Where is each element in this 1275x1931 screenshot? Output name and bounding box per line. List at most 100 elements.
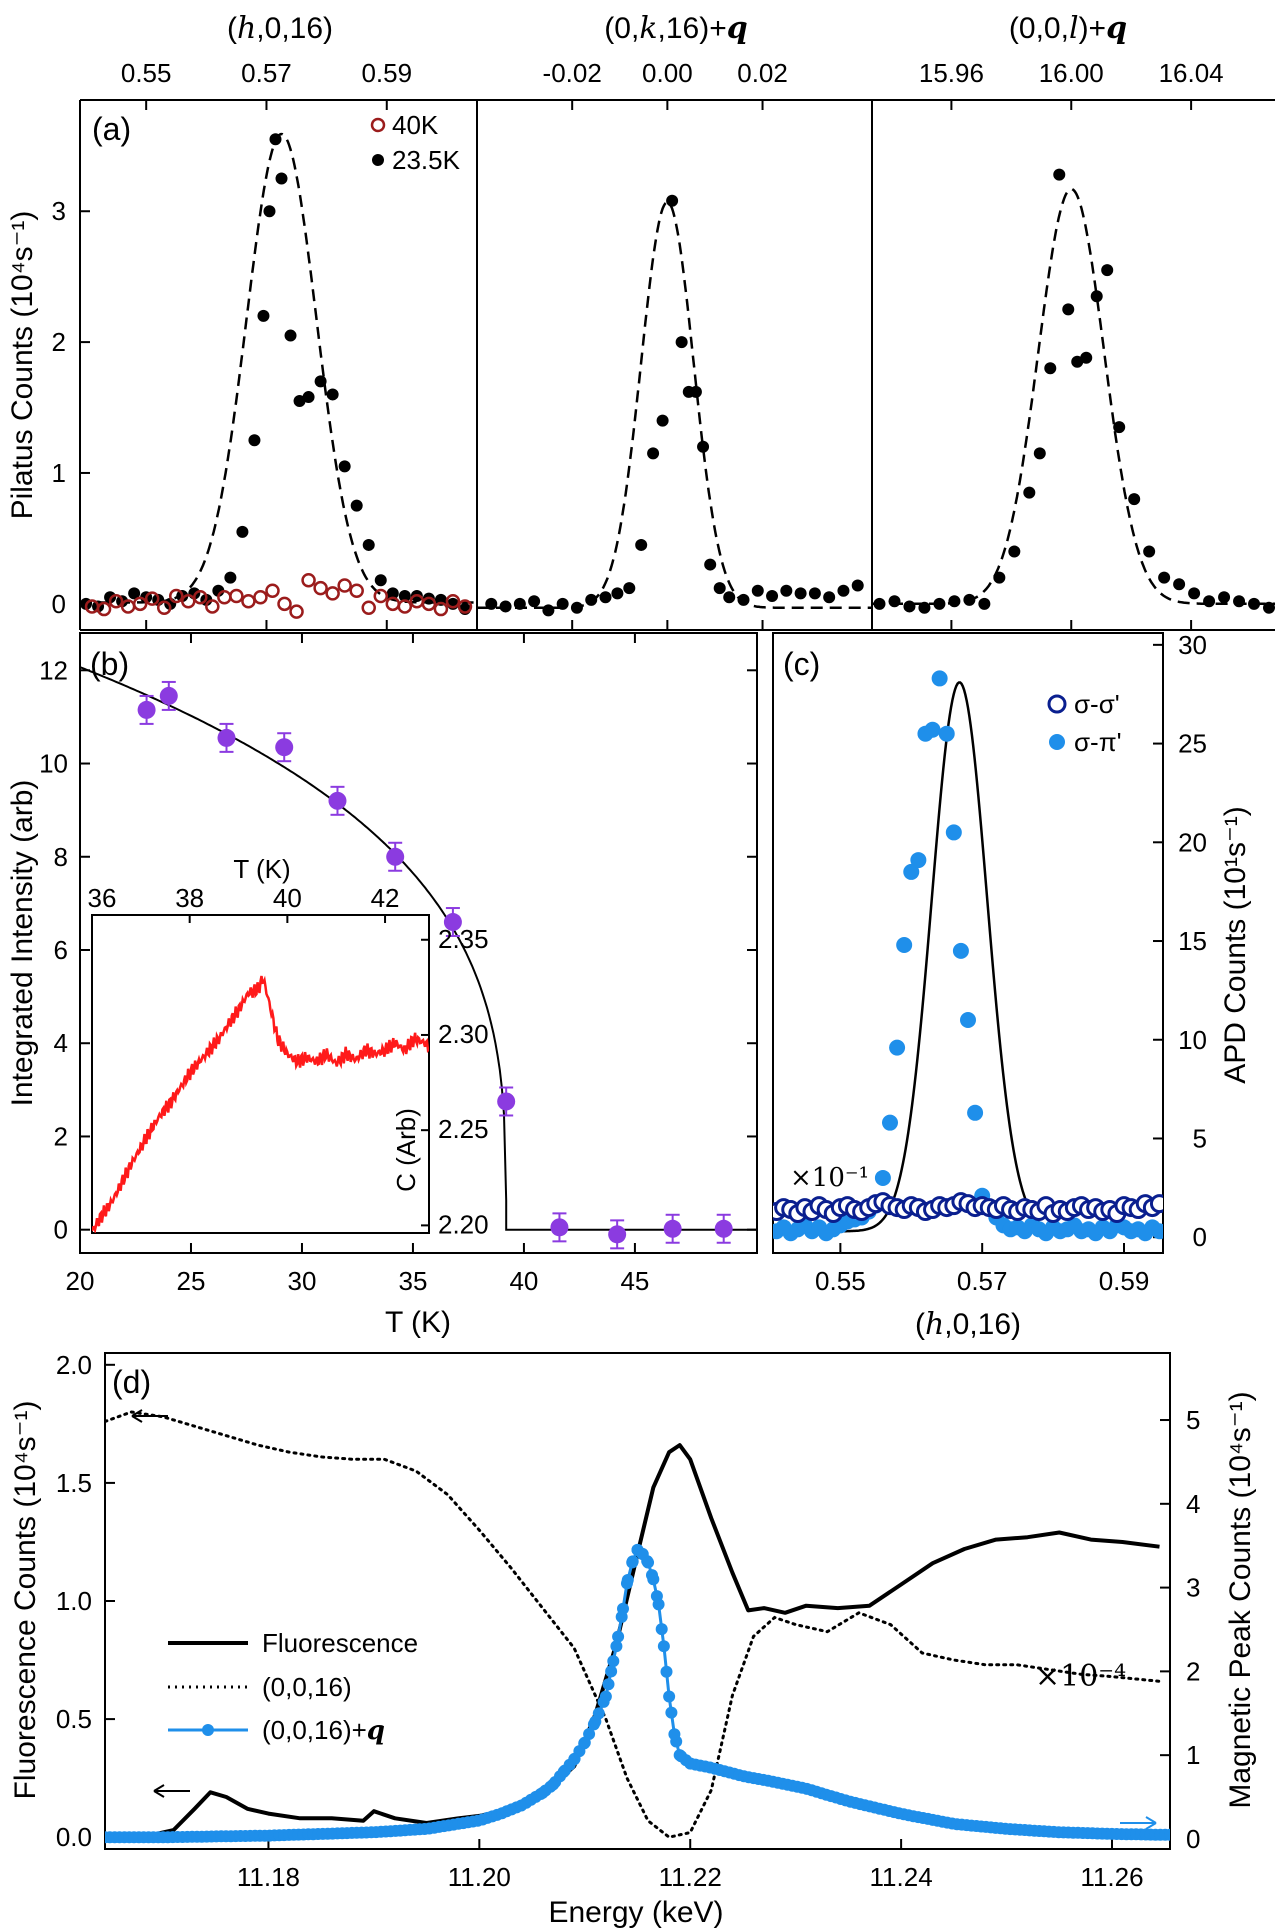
panel-c-frame <box>772 632 1164 1254</box>
b-data-point <box>663 1219 682 1238</box>
a2-point-235K <box>689 385 702 398</box>
a1-point-40K <box>241 593 256 609</box>
subplot-a2 <box>477 194 872 617</box>
a2-point-235K <box>780 584 793 597</box>
a1-point-40K <box>421 596 437 612</box>
b-data-point <box>497 1092 516 1111</box>
a2-point-235K <box>713 582 726 595</box>
a1-point-40K <box>289 604 304 619</box>
a1-xtick-label: 0.57 <box>241 58 292 88</box>
a1-point-235K <box>263 205 276 218</box>
d-0016q-marker <box>578 1736 591 1749</box>
inset-frame <box>91 914 430 1234</box>
d-ytick-left-label: 2.0 <box>56 1350 92 1380</box>
c-point-sigma-pi <box>874 1169 891 1186</box>
a1-point-40K <box>229 588 244 604</box>
d-0016q-marker <box>642 1556 655 1569</box>
a1-point-40K <box>313 580 328 596</box>
a3-point-235K <box>1033 447 1046 460</box>
a1-point-40K <box>373 588 389 604</box>
a1-fit-curve <box>80 132 477 604</box>
a2-point-235K <box>737 593 750 606</box>
c-point-sigma-pi <box>903 863 920 880</box>
c-xtick-label: 0.57 <box>957 1266 1008 1296</box>
a1-point-40K <box>193 590 208 605</box>
d-0016q-marker <box>626 1556 639 1569</box>
a1-top-label: (h,0,16) <box>227 11 333 46</box>
a2-point-235K <box>542 604 555 617</box>
d-0016q-marker <box>657 1640 670 1653</box>
a2-point-235K <box>647 447 660 460</box>
d-ytick-right-label: 1 <box>1186 1740 1200 1770</box>
inset-xtick-label: 42 <box>371 883 400 913</box>
d-0016q-marker <box>668 1728 681 1741</box>
legend-sigma-pi-marker <box>1049 734 1065 750</box>
legend-40k-marker <box>370 117 386 133</box>
a2-point-235K <box>499 600 512 613</box>
a2-point-235K <box>570 601 583 614</box>
b-fit-curve <box>80 666 757 1231</box>
a2-point-235K <box>851 579 864 592</box>
c-point-sigma-pi <box>889 1039 906 1056</box>
d-0016q-marker <box>620 1577 633 1590</box>
d-xtick-label: 11.22 <box>659 1862 722 1892</box>
d-xtick-label: 11.18 <box>237 1862 300 1892</box>
a2-point-235K <box>599 591 612 604</box>
panel-c-plot <box>773 670 1163 1242</box>
a2-point-235K <box>675 336 688 349</box>
d-0016-line <box>105 1410 1161 1839</box>
a1-point-40K <box>337 578 352 593</box>
a2-point-235K <box>697 440 710 453</box>
panel-d-x-label: Energy (keV) <box>548 1896 723 1929</box>
d-0016q-marker <box>615 1610 628 1623</box>
right-axis-arrow <box>1120 1816 1157 1830</box>
panel-d: 11.18 11.20 11.22 11.24 11.26 0.0 0.5 1.0 1.5 2.0… <box>9 1350 1257 1929</box>
a2-point-235K <box>794 587 807 600</box>
a-ytick-label: 1 <box>52 458 66 488</box>
panel-b-ticks: 20 25 30 35 40 45 0 2 4 6 8 10 12 <box>39 633 757 1296</box>
a3-point-235K <box>1044 362 1057 375</box>
b-xtick-label: 20 <box>66 1266 95 1296</box>
a3-point-235K <box>1173 578 1186 591</box>
legend-23k-marker <box>372 154 384 166</box>
panel-a: 0 1 2 3 Pilatus Counts (10⁴s⁻¹) (a) (h,0,16… <box>6 11 1275 631</box>
a1-point-40K <box>96 601 112 617</box>
c-point-sigma-pi <box>896 936 913 953</box>
a1-point-40K <box>265 583 280 598</box>
a3-fit-curve <box>872 187 1275 606</box>
a3-point-235K <box>978 597 991 610</box>
a2-point-235K <box>808 587 821 600</box>
a1-point-235K <box>386 587 399 600</box>
a1-point-40K <box>253 590 268 605</box>
a1-point-40K <box>144 591 160 606</box>
d-ytick-left-label: 1.0 <box>56 1586 92 1616</box>
a1-point-40K <box>325 586 340 601</box>
a3-point-235K <box>948 595 961 608</box>
a2-point-235K <box>837 584 850 597</box>
a1-point-235K <box>302 391 315 404</box>
panel-c-annotation: ×10⁻¹ <box>790 1163 869 1193</box>
a3-point-235K <box>1233 595 1246 608</box>
d-ytick-left-label: 0.5 <box>56 1704 92 1734</box>
d-0016q-marker <box>655 1623 668 1636</box>
a1-point-235K <box>224 571 237 584</box>
d-0016q-marker <box>665 1706 678 1719</box>
a1-point-40K <box>108 593 124 609</box>
c-fit-curve <box>773 681 1163 1233</box>
b-data-point <box>550 1218 569 1237</box>
a1-point-235K <box>293 394 306 407</box>
d-ytick-left-label: 0.0 <box>56 1822 92 1852</box>
c-ytick-label: 10 <box>1178 1025 1207 1055</box>
a1-point-235K <box>326 388 339 401</box>
a3-point-235K <box>1188 587 1201 600</box>
a3-top-label: (0,0,l)+q <box>1009 11 1127 46</box>
legend-40k-label: 40K <box>392 110 439 140</box>
a3-point-235K <box>933 597 946 610</box>
panel-c-label: (c) <box>783 646 820 682</box>
legend-0016q-label: (0,0,16)+q <box>262 1715 385 1746</box>
inset-line <box>92 975 429 1233</box>
a1-point-235K <box>350 499 363 512</box>
b-xtick-label: 40 <box>509 1266 538 1296</box>
b-ytick-label: 8 <box>54 842 68 872</box>
a3-point-235K <box>1113 421 1126 434</box>
